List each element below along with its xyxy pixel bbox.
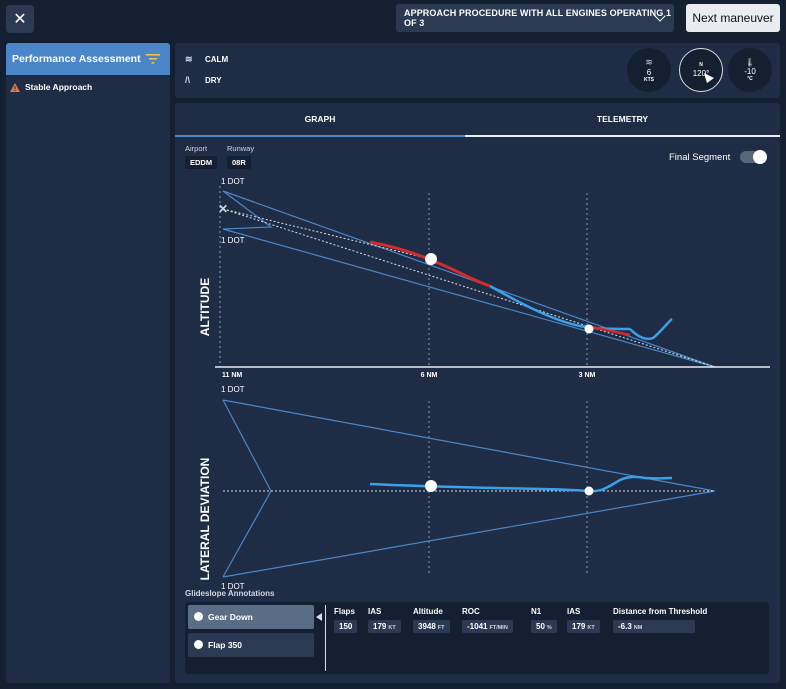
altitude-annotation-flap-350 <box>584 324 594 334</box>
temperature-unit: °C <box>747 76 753 82</box>
metric-flaps-value: 150 <box>334 620 358 633</box>
wind-row: ≋ CALM <box>185 54 228 65</box>
conditions-panel: ≋ CALM /\ DRY ≋ 6 KTS N 120° 🌡︎ -10 °C <box>175 43 780 98</box>
north-label: N <box>699 62 703 68</box>
sidebar-item-stable-approach[interactable]: Stable Approach <box>10 82 92 92</box>
lateral-cone-tip <box>222 399 272 578</box>
altitude-start-marker-icon: ✕ <box>218 202 228 216</box>
tab-graph[interactable]: GRAPH <box>175 103 465 137</box>
metric-ias2-value: 179 KT <box>567 620 600 633</box>
altitude-cone-upper <box>222 190 716 368</box>
annotation-label: Flap 350 <box>208 640 243 650</box>
metric-ias2-label: IAS <box>567 607 581 616</box>
altitude-aircraft-track <box>489 284 631 331</box>
annotations-title: Glideslope Annotations <box>185 589 275 598</box>
wind-speed-gauge: ≋ 6 KTS <box>627 48 671 92</box>
heading-gauge: N 120° <box>679 48 723 92</box>
altitude-deviation-segment-1 <box>369 240 491 288</box>
annotation-flap-350[interactable]: Flap 350 <box>188 633 314 657</box>
altitude-cone-lower <box>222 228 716 368</box>
wind-label: CALM <box>205 55 229 64</box>
altitude-dot-label-top: 1 DOT <box>221 177 245 186</box>
close-button[interactable]: ✕ <box>6 5 34 33</box>
annotation-gear-down[interactable]: Gear Down <box>188 605 314 629</box>
close-icon: ✕ <box>13 11 27 28</box>
graph-panel: GRAPH TELEMETRY Airport EDDM Runway 08R … <box>175 103 780 683</box>
runway-icon: /\ <box>185 75 191 85</box>
pointer-caret-icon <box>316 613 322 621</box>
altitude-glidepath <box>222 208 716 368</box>
airport-value: EDDM <box>185 156 218 169</box>
procedure-label: APPROACH PROCEDURE WITH ALL ENGINES OPER… <box>404 8 672 28</box>
annotations-box: Gear Down Flap 350 Flaps 150 IAS 179 KT A… <box>185 602 769 674</box>
sidebar: Performance Assessment Stable Approach <box>6 43 170 683</box>
metric-roc-value: -1041 FT/MIN <box>462 620 513 633</box>
altitude-dot-label-bottom: 1 DOT <box>221 236 245 245</box>
wind-arrow-icon <box>704 73 714 83</box>
lateral-dot-label-bottom: 1 DOT <box>221 582 245 591</box>
sidebar-item-label: Stable Approach <box>25 82 93 92</box>
lateral-aircraft-track <box>369 475 673 493</box>
wind-small-icon: ≋ <box>645 57 653 67</box>
metric-roc-label: ROC <box>462 607 480 616</box>
altitude-glidepath-start <box>222 208 431 260</box>
metric-ias-value: 179 KT <box>368 620 401 633</box>
x-tick-11nm: 11 NM <box>222 372 242 379</box>
lateral-cone-lower <box>222 490 716 578</box>
final-segment-toggle[interactable] <box>740 150 767 164</box>
x-tick-3nm: 3 NM <box>579 372 596 379</box>
toggle-knob <box>753 150 767 164</box>
warning-icon <box>10 82 20 92</box>
heading-value: 120° <box>692 69 710 78</box>
airport-label: Airport <box>185 144 208 153</box>
runway-value: 08R <box>227 156 251 169</box>
altitude-cone-tip <box>222 190 273 230</box>
altitude-aircraft-track-end <box>629 318 673 341</box>
next-maneuver-button[interactable]: Next maneuver <box>686 4 780 32</box>
wind-icon: ≋ <box>185 54 193 64</box>
altitude-annotation-gear-down <box>425 253 437 265</box>
lateral-dot-label-top: 1 DOT <box>221 385 245 394</box>
runway-label: Runway <box>227 144 255 153</box>
sidebar-title: Performance Assessment <box>12 53 141 65</box>
lateral-axis-label: LATERAL DEVIATION <box>198 458 212 581</box>
lateral-annotation-flap-350 <box>584 486 594 496</box>
thermometer-icon: 🌡︎ <box>744 58 756 67</box>
tab-telemetry[interactable]: TELEMETRY <box>465 103 780 137</box>
metric-ias-label: IAS <box>368 607 382 616</box>
metric-distance-value: -6.3 NM <box>613 620 695 633</box>
temperature-gauge: 🌡︎ -10 °C <box>728 48 772 92</box>
altitude-deviation-segment-2 <box>586 324 631 337</box>
x-tick-6nm: 6 NM <box>421 372 438 379</box>
lateral-annotation-gear-down <box>425 480 437 492</box>
procedure-select[interactable]: APPROACH PROCEDURE WITH ALL ENGINES OPER… <box>396 4 674 32</box>
runway-state-label: DRY <box>205 75 222 85</box>
approach-charts: ALTITUDE 1 DOT 1 DOT ✕ 11 NM 6 NM 3 NM L… <box>198 177 770 591</box>
radio-icon <box>194 640 203 649</box>
metric-flaps-label: Flaps <box>334 607 355 616</box>
filter-icon[interactable] <box>146 53 160 65</box>
wind-speed-value: 6 <box>646 68 652 77</box>
metric-altitude-label: Altitude <box>413 607 443 616</box>
metric-altitude-value: 3948 FT <box>413 620 450 633</box>
radio-selected-icon <box>194 612 203 621</box>
annotations-divider <box>325 605 326 671</box>
annotation-label: Gear Down <box>208 612 253 622</box>
runway-state-row: /\ DRY <box>185 75 222 85</box>
metric-n1-label: N1 <box>531 607 542 616</box>
sidebar-header: Performance Assessment <box>6 43 170 75</box>
altitude-axis-label: ALTITUDE <box>198 278 212 336</box>
metric-distance-label: Distance from Threshold <box>613 607 708 616</box>
final-segment-label: Final Segment <box>669 152 731 163</box>
temperature-value: -10 <box>744 67 756 76</box>
wind-speed-unit: KTS <box>644 77 654 83</box>
metric-n1-value: 50% <box>531 620 557 633</box>
